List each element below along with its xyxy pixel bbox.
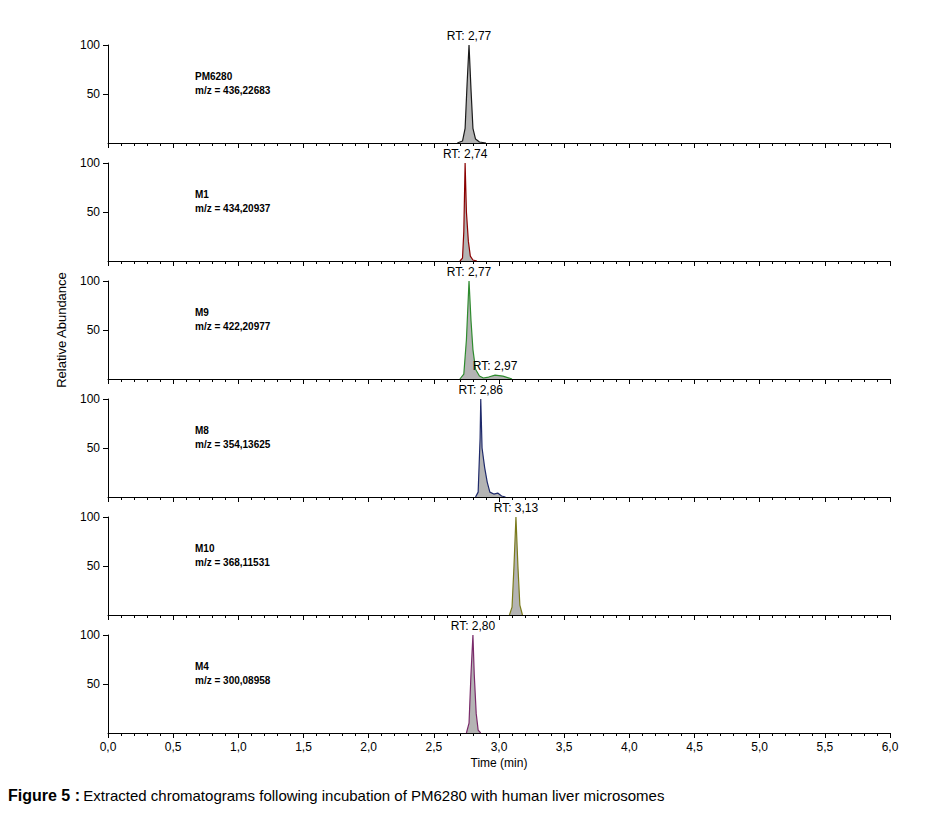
svg-text:M1: M1 — [195, 189, 209, 200]
svg-text:1,5: 1,5 — [295, 740, 312, 754]
svg-text:Time (min): Time (min) — [471, 756, 528, 770]
svg-text:50: 50 — [87, 677, 101, 691]
svg-text:0,0: 0,0 — [100, 740, 117, 754]
svg-text:m/z = 434,20937: m/z = 434,20937 — [195, 203, 271, 214]
svg-text:m/z = 368,11531: m/z = 368,11531 — [195, 557, 270, 568]
svg-text:Relative Abundance: Relative Abundance — [54, 272, 69, 388]
svg-text:3,0: 3,0 — [491, 740, 508, 754]
svg-text:m/z = 422,20977: m/z = 422,20977 — [195, 321, 271, 332]
svg-text:RT: 2,74: RT: 2,74 — [443, 147, 488, 161]
svg-text:m/z = 300,08958: m/z = 300,08958 — [195, 675, 271, 686]
svg-text:M10: M10 — [195, 543, 215, 554]
svg-text:5,5: 5,5 — [816, 740, 833, 754]
svg-text:PM6280: PM6280 — [195, 71, 233, 82]
svg-text:100: 100 — [80, 510, 100, 524]
svg-text:RT: 2,77: RT: 2,77 — [447, 265, 492, 279]
svg-text:m/z = 354,13625: m/z = 354,13625 — [195, 439, 271, 450]
svg-text:3,5: 3,5 — [556, 740, 573, 754]
svg-text:1,0: 1,0 — [230, 740, 247, 754]
svg-text:100: 100 — [80, 392, 100, 406]
svg-text:100: 100 — [80, 628, 100, 642]
svg-text:4,0: 4,0 — [621, 740, 638, 754]
svg-text:6,0: 6,0 — [882, 740, 899, 754]
svg-text:M4: M4 — [195, 661, 209, 672]
svg-text:4,5: 4,5 — [686, 740, 703, 754]
svg-text:Extracted chromatograms follow: Extracted chromatograms following incuba… — [83, 787, 664, 804]
svg-text:50: 50 — [87, 441, 101, 455]
svg-text:RT: 2,86: RT: 2,86 — [459, 383, 504, 397]
svg-text:RT: 2,97: RT: 2,97 — [473, 359, 518, 373]
svg-text:100: 100 — [80, 156, 100, 170]
svg-text:100: 100 — [80, 38, 100, 52]
svg-text:2,0: 2,0 — [360, 740, 377, 754]
svg-text:RT: 3,13: RT: 3,13 — [494, 501, 539, 515]
svg-text:50: 50 — [87, 205, 101, 219]
svg-text:m/z = 436,22683: m/z = 436,22683 — [195, 85, 271, 96]
svg-text:5,0: 5,0 — [751, 740, 768, 754]
svg-text:M8: M8 — [195, 425, 209, 436]
svg-text:0,5: 0,5 — [165, 740, 182, 754]
svg-text:50: 50 — [87, 87, 101, 101]
svg-text:100: 100 — [80, 274, 100, 288]
svg-text:Figure 5 :: Figure 5 : — [8, 787, 80, 804]
svg-text:2,5: 2,5 — [425, 740, 442, 754]
svg-text:RT: 2,77: RT: 2,77 — [447, 29, 492, 43]
svg-text:M9: M9 — [195, 307, 209, 318]
svg-text:50: 50 — [87, 323, 101, 337]
svg-text:RT: 2,80: RT: 2,80 — [451, 619, 496, 633]
svg-text:50: 50 — [87, 559, 101, 573]
